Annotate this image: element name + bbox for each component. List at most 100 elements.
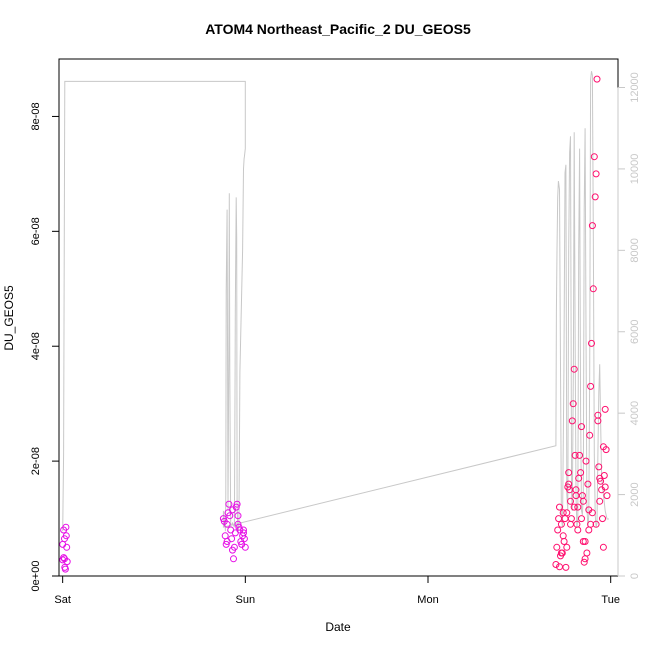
data-point — [593, 75, 601, 83]
data-point — [241, 543, 249, 551]
y-tick-label: 0e+00 — [30, 561, 42, 592]
data-point — [571, 451, 579, 459]
data-point — [229, 506, 236, 514]
data-point — [223, 520, 231, 528]
data-point — [579, 497, 587, 505]
data-point — [576, 451, 584, 459]
data-point — [577, 469, 585, 477]
altitude-line — [62, 71, 609, 532]
data-point — [233, 500, 241, 508]
x-tick-label: Mon — [417, 594, 438, 606]
data-point — [572, 492, 580, 500]
data-point — [63, 543, 71, 551]
data-point — [62, 523, 70, 531]
data-point — [588, 222, 596, 230]
data-point — [599, 443, 607, 451]
data-point — [555, 515, 563, 523]
y-tick-label: 4e-08 — [30, 332, 42, 360]
data-point — [552, 561, 560, 568]
y-axis-label: DU_GEOS5 — [2, 285, 16, 351]
data-point — [588, 509, 596, 517]
data-point — [222, 540, 230, 548]
data-point — [589, 285, 597, 293]
data-point — [563, 543, 571, 551]
data-point — [599, 543, 607, 551]
data-point — [574, 503, 582, 511]
data-point — [586, 431, 594, 439]
y-tick-label: 2e-08 — [30, 447, 42, 475]
data-point — [565, 469, 573, 477]
data-point — [567, 520, 574, 528]
x-tick-label: Sun — [236, 594, 256, 606]
x-tick-label: Sat — [54, 594, 71, 606]
data-point — [563, 509, 571, 517]
data-point — [599, 515, 606, 523]
data-point — [597, 477, 605, 485]
data-point — [569, 400, 577, 408]
x-axis: Sat Sun Mon Tue — [54, 575, 620, 606]
data-point — [567, 497, 574, 505]
data-point — [557, 520, 565, 528]
data-point — [562, 563, 570, 571]
data-point — [63, 558, 71, 566]
x-tick-label: Tue — [601, 594, 620, 606]
data-point — [580, 558, 588, 566]
data-point — [230, 543, 238, 551]
data-point — [578, 423, 585, 431]
data-point — [557, 549, 565, 557]
data-point — [221, 532, 229, 540]
y2-tick-label: 6000 — [629, 320, 641, 344]
data-point — [600, 472, 608, 479]
altitude-line-layer — [62, 71, 609, 532]
data-point — [590, 153, 598, 161]
data-point — [225, 500, 233, 508]
data-point — [61, 563, 69, 571]
data-point — [230, 555, 237, 563]
data-point — [565, 480, 573, 488]
data-point — [582, 457, 590, 465]
data-point — [578, 515, 585, 523]
data-point — [578, 492, 586, 500]
data-point — [581, 555, 589, 563]
y2-tick-label: 10000 — [629, 154, 641, 185]
data-point — [228, 535, 236, 543]
data-point — [595, 463, 603, 471]
y2-tick-label: 8000 — [629, 238, 641, 262]
data-point — [587, 382, 595, 390]
data-point — [556, 503, 563, 511]
data-point — [601, 483, 609, 491]
x-axis-label: Date — [325, 620, 351, 634]
data-point — [583, 549, 591, 557]
data-point — [240, 526, 247, 534]
y-tick-label: 8e-08 — [30, 102, 42, 130]
data-point — [581, 538, 589, 545]
data-point — [568, 417, 576, 425]
y2-tick-label: 12000 — [629, 72, 641, 103]
y2-tick-label: 4000 — [629, 401, 641, 425]
data-point — [591, 193, 599, 201]
data-point — [234, 512, 242, 520]
data-point — [603, 492, 611, 500]
data-point — [596, 497, 604, 505]
y2-axis: 0 2000 4000 6000 8000 10000 12000 — [617, 72, 641, 579]
data-point — [601, 405, 609, 413]
data-point — [592, 170, 600, 178]
data-point — [567, 515, 575, 523]
data-point — [61, 535, 68, 543]
data-point — [574, 526, 582, 534]
data-point — [240, 529, 247, 537]
data-point — [585, 526, 593, 534]
data-point — [570, 503, 578, 511]
data-point — [588, 339, 595, 347]
data-point — [559, 532, 567, 540]
data-point — [226, 512, 234, 520]
y-axis: 0e+00 2e-08 4e-08 6e-08 8e-08 — [30, 102, 60, 592]
data-point — [553, 543, 561, 551]
y2-tick-label: 0 — [629, 573, 641, 579]
data-point — [219, 515, 227, 523]
data-point — [560, 538, 568, 545]
y-tick-label: 6e-08 — [30, 217, 42, 245]
data-points-layer — [59, 75, 611, 573]
data-point — [570, 365, 578, 373]
